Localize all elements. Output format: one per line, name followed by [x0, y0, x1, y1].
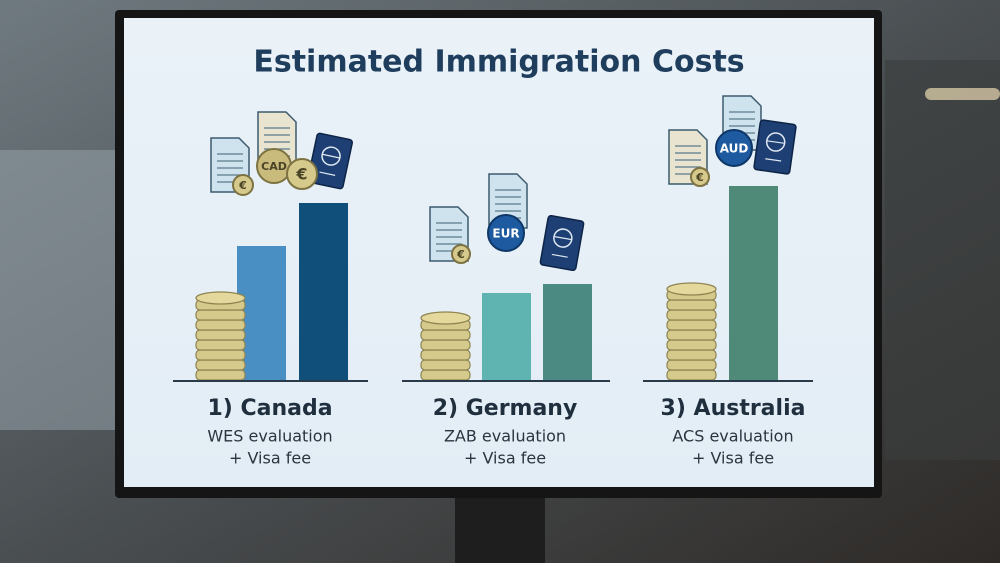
coin-top	[420, 311, 471, 325]
passport-line	[551, 253, 568, 258]
coin	[195, 349, 246, 361]
passport-line	[765, 158, 782, 162]
group-note: + Visa fee	[692, 449, 774, 468]
coin	[666, 329, 717, 341]
coin	[420, 339, 471, 351]
bar	[729, 186, 778, 381]
currency-coin	[286, 158, 318, 190]
coin-label: AUD	[720, 142, 749, 156]
coin-label: €	[695, 171, 704, 184]
coin-label: €	[238, 179, 247, 192]
bar	[482, 293, 531, 381]
title: Estimated Immigration Costs	[253, 45, 744, 80]
coin	[420, 359, 471, 371]
bar	[543, 284, 592, 381]
content: CAD € €1) Canada WES evaluation + Visa fee EU…	[173, 95, 813, 468]
coin	[666, 369, 717, 381]
coin-top	[195, 291, 246, 305]
group-note: + Visa fee	[229, 449, 311, 468]
passport-line	[319, 171, 336, 176]
coin	[420, 369, 471, 381]
currency-coin	[715, 129, 753, 167]
passport	[307, 132, 353, 190]
currency-coin	[232, 174, 254, 196]
wall	[885, 60, 1000, 460]
group-label: 1) Canada	[207, 396, 332, 421]
passport-cover	[753, 119, 797, 175]
coin-label: EUR	[492, 227, 519, 241]
group-note: + Visa fee	[464, 449, 546, 468]
currency-coin	[690, 167, 710, 187]
passport	[753, 119, 797, 175]
coin	[195, 319, 246, 331]
coin	[666, 349, 717, 361]
currency-coin	[451, 244, 471, 264]
passport-line	[553, 235, 572, 241]
monitor-stand	[455, 495, 545, 563]
group-note: ACS evaluation	[672, 427, 793, 446]
document	[488, 173, 528, 229]
group-label: 3) Australia	[661, 396, 806, 421]
coin	[195, 309, 246, 321]
ceiling-light	[925, 88, 1000, 100]
coin	[666, 299, 717, 311]
group-label: 2) Germany	[433, 396, 578, 421]
passport	[539, 214, 585, 272]
coin	[195, 339, 246, 351]
currency-coin	[487, 214, 525, 252]
group-note: WES evaluation	[207, 427, 332, 446]
group-note: ZAB evaluation	[444, 427, 566, 446]
coin	[195, 329, 246, 341]
coin-label: €	[295, 165, 307, 184]
coin	[666, 309, 717, 321]
bar	[299, 203, 348, 381]
coin	[666, 339, 717, 351]
coin-label: €	[456, 248, 465, 261]
coin	[420, 329, 471, 341]
passport-line	[322, 153, 340, 159]
coin	[420, 349, 471, 361]
wall	[0, 150, 120, 430]
coin-top	[666, 282, 717, 296]
coin	[666, 319, 717, 331]
passport-line	[766, 140, 785, 144]
coin	[195, 359, 246, 371]
coin	[195, 369, 246, 381]
passport-cover	[307, 132, 353, 190]
coin	[666, 359, 717, 371]
passport-cover	[539, 214, 585, 272]
coin-label: CAD	[261, 160, 287, 173]
